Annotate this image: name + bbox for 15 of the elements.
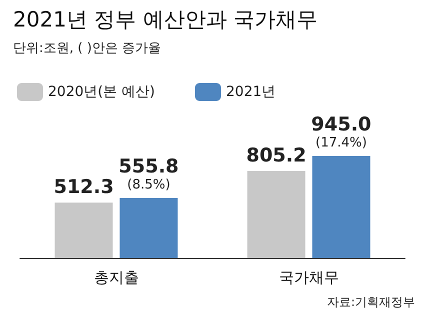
data-label: 945.0 (17.4%) — [311, 113, 372, 150]
bar — [247, 171, 306, 258]
data-label: 512.3 — [54, 176, 114, 198]
chart-subtitle: 단위:조원, ( )안은 증가율 — [13, 41, 162, 56]
bar — [120, 198, 178, 258]
legend-label: 2021년 — [226, 84, 276, 100]
text: 자료:기획재정부 — [326, 295, 416, 309]
chart-title: 2021년 정부 예산안과 국가채무 — [13, 8, 318, 32]
data-label: 805.2 — [246, 144, 306, 167]
bar — [312, 156, 370, 258]
legend-label: 2020년(본 예산) — [48, 84, 156, 100]
x-tick-label: 국가채무 — [278, 268, 339, 286]
x-tick-label: 총지출 — [94, 268, 139, 286]
data-label: 555.8 (8.5%) — [118, 155, 179, 192]
bar — [54, 202, 113, 258]
